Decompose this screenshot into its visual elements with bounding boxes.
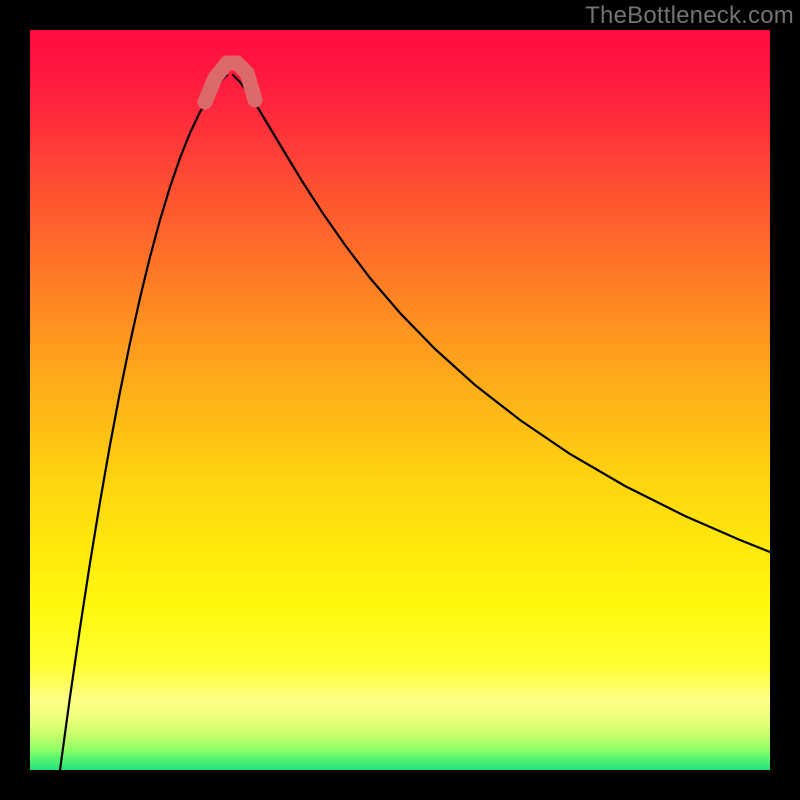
- chart-frame: TheBottleneck.com: [0, 0, 800, 800]
- plot-gradient-background: [30, 30, 770, 770]
- watermark-text: TheBottleneck.com: [585, 2, 794, 30]
- bottleneck-chart-svg: [0, 0, 800, 800]
